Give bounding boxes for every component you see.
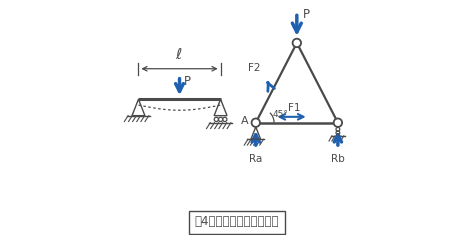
Text: F1: F1: [288, 103, 300, 113]
Text: Ra: Ra: [249, 154, 263, 164]
Circle shape: [252, 118, 260, 127]
Text: P: P: [303, 8, 310, 21]
Text: A: A: [241, 116, 249, 126]
Text: Rb: Rb: [331, 154, 345, 164]
FancyBboxPatch shape: [189, 211, 285, 234]
Circle shape: [292, 39, 301, 47]
Text: $\ell$: $\ell$: [174, 47, 182, 62]
Text: F2: F2: [248, 63, 260, 73]
Circle shape: [334, 118, 342, 127]
Text: 45°: 45°: [272, 110, 288, 119]
Text: 図4：支持はり　とトラス: 図4：支持はり とトラス: [195, 215, 279, 228]
Text: P: P: [184, 75, 191, 88]
